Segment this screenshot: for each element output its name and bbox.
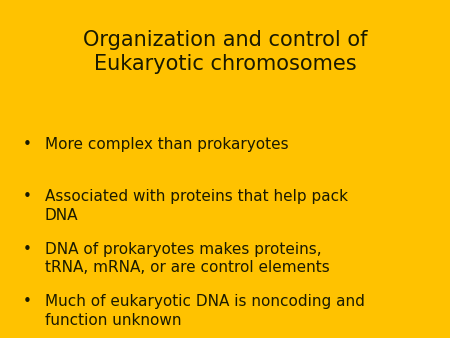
Text: •: •: [22, 242, 32, 257]
Text: More complex than prokaryotes: More complex than prokaryotes: [45, 137, 288, 152]
Text: •: •: [22, 137, 32, 152]
Text: •: •: [22, 189, 32, 204]
Text: Associated with proteins that help pack
DNA: Associated with proteins that help pack …: [45, 189, 348, 223]
Text: DNA of prokaryotes makes proteins,
tRNA, mRNA, or are control elements: DNA of prokaryotes makes proteins, tRNA,…: [45, 242, 330, 275]
Text: Much of eukaryotic DNA is noncoding and
function unknown: Much of eukaryotic DNA is noncoding and …: [45, 294, 365, 328]
Text: Organization and control of
Eukaryotic chromosomes: Organization and control of Eukaryotic c…: [83, 30, 367, 74]
Text: •: •: [22, 294, 32, 309]
